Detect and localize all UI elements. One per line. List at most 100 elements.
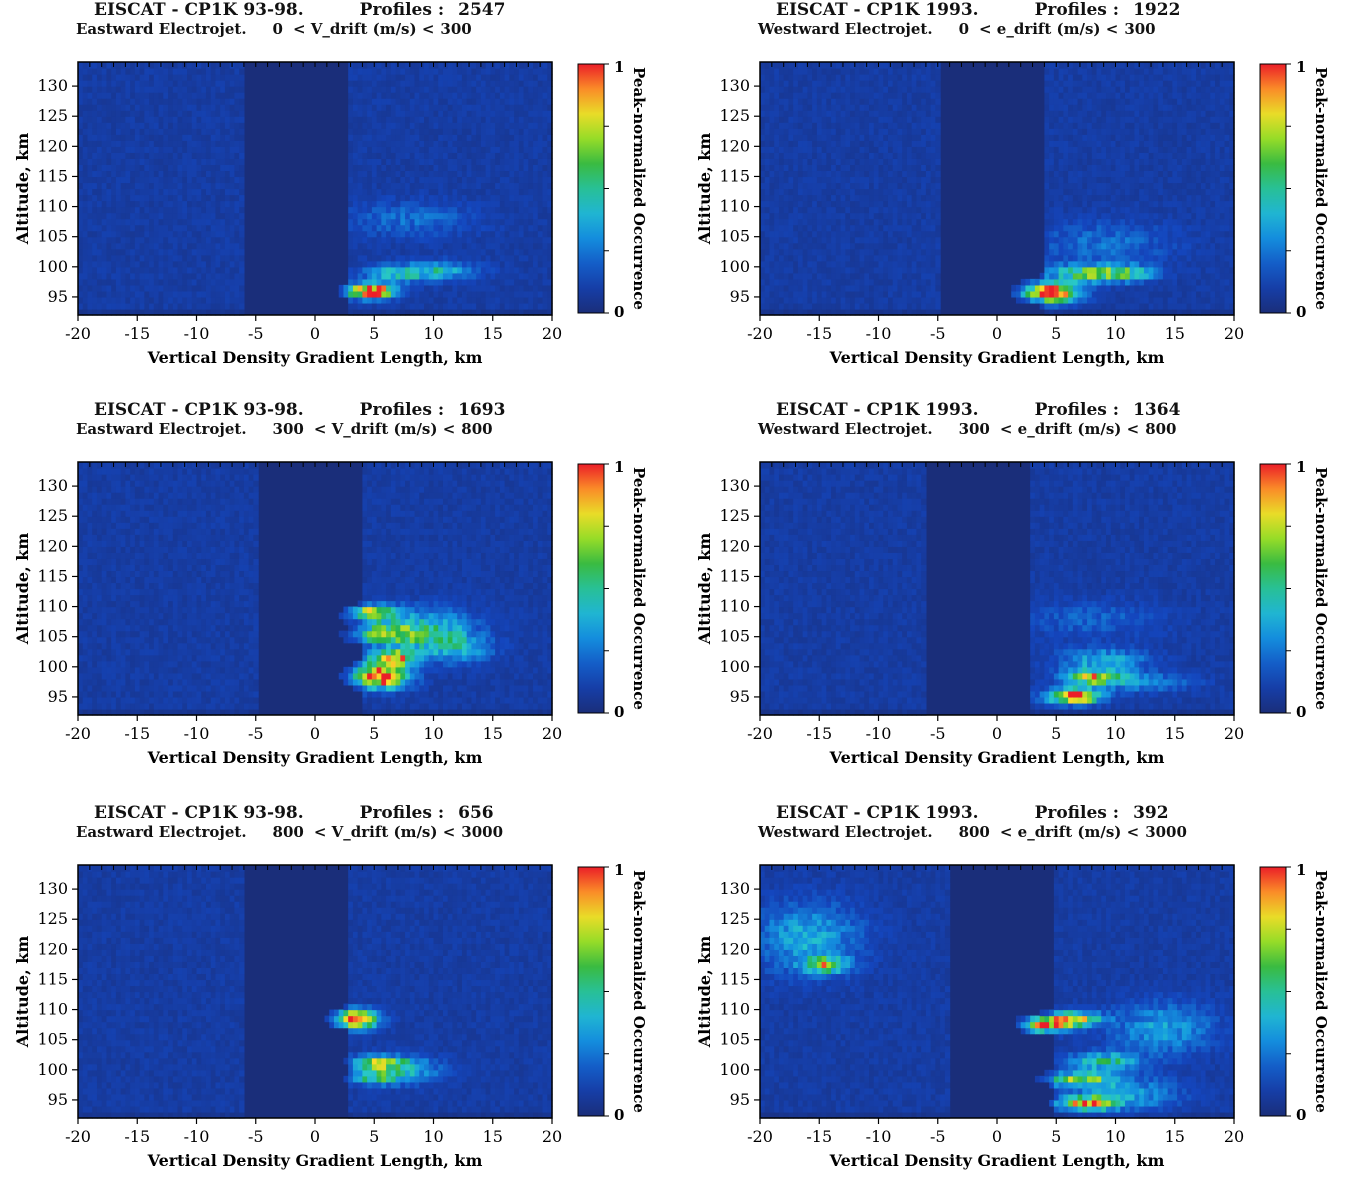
heatmap-cell	[874, 255, 879, 262]
heatmap-cell	[817, 140, 822, 147]
heatmap-cell	[836, 104, 841, 111]
heatmap-cell	[462, 128, 467, 135]
heatmap-cell	[788, 207, 793, 214]
heatmap-cell	[836, 273, 841, 280]
heatmap-cell	[490, 140, 495, 147]
heatmap-cell	[182, 128, 187, 135]
heatmap-cell	[486, 249, 491, 256]
heatmap-cell	[500, 249, 505, 256]
heatmap-cell	[102, 62, 107, 69]
heatmap-cell	[87, 201, 92, 208]
heatmap-cell	[921, 152, 926, 159]
heatmap-cell	[121, 219, 126, 226]
heatmap-cell	[817, 104, 822, 111]
heatmap-cell	[410, 225, 415, 232]
heatmap-cell	[405, 116, 410, 123]
heatmap-cell	[514, 98, 519, 105]
heatmap-cell	[822, 182, 827, 189]
heatmap-cell	[163, 237, 168, 244]
heatmap-cell	[234, 134, 239, 141]
heatmap-cell	[405, 98, 410, 105]
heatmap-cell	[855, 164, 860, 171]
heatmap-cell	[883, 98, 888, 105]
heatmap-cell	[159, 261, 164, 268]
heatmap-cell	[168, 86, 173, 93]
heatmap-cell	[400, 237, 405, 244]
heatmap-cell	[400, 213, 405, 220]
heatmap-cell	[788, 80, 793, 87]
heatmap-cell	[490, 189, 495, 196]
heatmap-cell	[514, 104, 519, 111]
heatmap-cell	[860, 98, 865, 105]
heatmap-cell	[874, 189, 879, 196]
heatmap-cell	[239, 68, 244, 75]
heatmap-cell	[121, 195, 126, 202]
heatmap-cell	[144, 237, 149, 244]
heatmap-cell	[467, 134, 472, 141]
heatmap-cell	[760, 104, 765, 111]
heatmap-cell	[230, 116, 235, 123]
heatmap-cell	[897, 291, 902, 298]
heatmap-cell	[883, 152, 888, 159]
heatmap-cell	[111, 279, 116, 286]
heatmap-cell	[358, 201, 363, 208]
heatmap-cell	[405, 158, 410, 165]
heatmap-cell	[879, 279, 884, 286]
heatmap-cell	[140, 86, 145, 93]
heatmap-cell	[163, 182, 168, 189]
heatmap-cell	[353, 146, 358, 153]
heatmap-cell	[765, 255, 770, 262]
heatmap-cell	[187, 116, 192, 123]
heatmap-cell	[807, 303, 812, 310]
heatmap-cell	[391, 86, 396, 93]
heatmap-cell	[396, 249, 401, 256]
heatmap-cell	[92, 189, 97, 196]
heatmap-cell	[182, 189, 187, 196]
heatmap-cell	[102, 225, 107, 232]
heatmap-cell	[836, 182, 841, 189]
heatmap-cell	[893, 62, 898, 69]
heatmap-cell	[201, 170, 206, 177]
heatmap-cell	[784, 213, 789, 220]
heatmap-cell	[471, 207, 476, 214]
heatmap-cell	[921, 201, 926, 208]
heatmap-cell	[779, 237, 784, 244]
heatmap-cell	[462, 140, 467, 147]
heatmap-cell	[381, 267, 386, 274]
heatmap-cell	[883, 285, 888, 292]
heatmap-cell	[178, 291, 183, 298]
heatmap-cell	[841, 189, 846, 196]
heatmap-cell	[130, 74, 135, 81]
heatmap-cell	[500, 201, 505, 208]
heatmap-cell	[419, 164, 424, 171]
heatmap-cell	[907, 273, 912, 280]
heatmap-cell	[926, 243, 931, 250]
heatmap-cell	[381, 291, 386, 298]
heatmap-cell	[798, 92, 803, 99]
heatmap-cell	[187, 170, 192, 177]
heatmap-cell	[841, 146, 846, 153]
heatmap-cell	[822, 164, 827, 171]
heatmap-cell	[234, 201, 239, 208]
heatmap-cell	[538, 225, 543, 232]
heatmap-cell	[452, 74, 457, 81]
heatmap-cell	[524, 279, 529, 286]
heatmap-cell	[505, 86, 510, 93]
heatmap-cell	[381, 297, 386, 304]
heatmap-cell	[500, 255, 505, 262]
heatmap-cell	[921, 195, 926, 202]
heatmap-cell	[121, 122, 126, 129]
heatmap-cell	[850, 249, 855, 256]
heatmap-cell	[92, 225, 97, 232]
heatmap-cell	[543, 237, 548, 244]
heatmap-cell	[381, 152, 386, 159]
heatmap-cell	[836, 164, 841, 171]
heatmap-cell	[168, 195, 173, 202]
heatmap-cell	[509, 122, 514, 129]
heatmap-cell	[410, 219, 415, 226]
heatmap-cell	[812, 80, 817, 87]
heatmap-cell	[386, 152, 391, 159]
heatmap-cell	[424, 219, 429, 226]
heatmap-cell	[864, 249, 869, 256]
heatmap-cell	[116, 80, 121, 87]
